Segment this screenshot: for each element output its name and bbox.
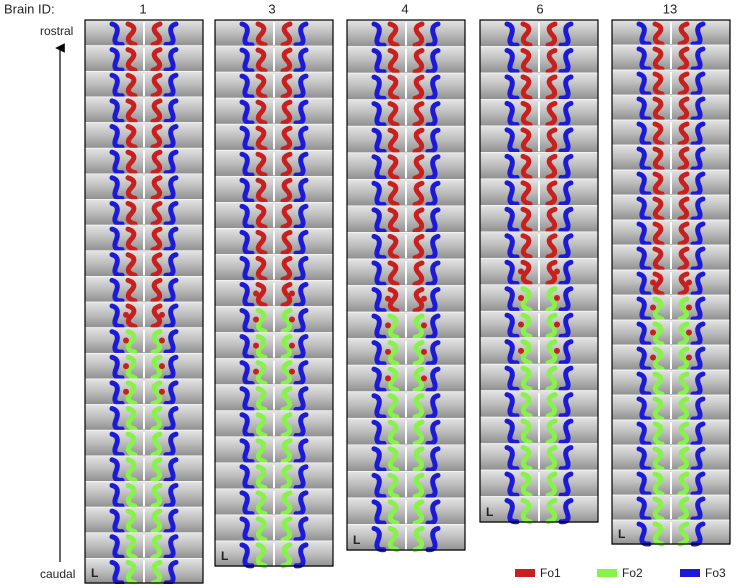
fold-mid xyxy=(421,349,427,355)
brain-id: 1 xyxy=(139,1,146,16)
slice-column xyxy=(347,20,465,551)
fold-mid xyxy=(554,321,560,327)
brain-id: 4 xyxy=(401,1,408,16)
fold-mid xyxy=(289,369,295,375)
slice-column xyxy=(215,20,333,567)
rostral-label: rostral xyxy=(40,24,73,38)
legend-swatch xyxy=(680,569,700,577)
fold-mid xyxy=(686,305,692,311)
fold-mid xyxy=(686,330,692,336)
slice-column xyxy=(612,20,730,545)
slice-column xyxy=(85,20,203,584)
caudal-label: caudal xyxy=(40,567,75,581)
fold-mid xyxy=(650,305,656,311)
fold-mid xyxy=(650,355,656,361)
fold-mid xyxy=(253,291,259,297)
fold-mid xyxy=(421,296,427,302)
fold-mid xyxy=(686,280,692,286)
fold-mid xyxy=(554,269,560,275)
fold-mid xyxy=(518,295,524,301)
fold-mid xyxy=(289,317,295,323)
legend-label: Fo3 xyxy=(705,566,726,580)
fold-mid xyxy=(289,291,295,297)
fold-mid xyxy=(253,317,259,323)
orientation-label: L xyxy=(486,505,493,519)
fold-mid xyxy=(253,343,259,349)
fold-mid xyxy=(123,389,129,395)
fold-mid xyxy=(518,348,524,354)
fold-mid xyxy=(650,330,656,336)
legend-swatch xyxy=(597,569,617,577)
fold-mid xyxy=(159,389,165,395)
fold-mid xyxy=(518,321,524,327)
fold-mid xyxy=(159,337,165,343)
fold-mid xyxy=(421,375,427,381)
fold-mid xyxy=(518,269,524,275)
orientation-label: L xyxy=(353,533,360,547)
fold-mid xyxy=(123,337,129,343)
fold-mid xyxy=(385,322,391,328)
legend-swatch xyxy=(515,569,535,577)
fold-mid xyxy=(554,348,560,354)
figure: Brain ID: rostral caudal 1 L 3 L 4 L 6 L 13 L Fo1 F… xyxy=(0,0,738,584)
fold-mid xyxy=(385,296,391,302)
fold-mid xyxy=(686,355,692,361)
fold-mid xyxy=(554,295,560,301)
legend-label: Fo2 xyxy=(622,566,643,580)
fold-mid xyxy=(650,280,656,286)
brain-id: 3 xyxy=(268,1,275,16)
fold-mid xyxy=(253,369,259,375)
orientation-label: L xyxy=(91,566,98,580)
fold-mid xyxy=(289,343,295,349)
brain-id-label: Brain ID: xyxy=(4,1,55,16)
brain-id: 13 xyxy=(663,1,677,16)
brain-id: 6 xyxy=(536,1,543,16)
fold-mid xyxy=(385,349,391,355)
fold-mid xyxy=(159,312,165,318)
legend-label: Fo1 xyxy=(540,566,561,580)
fold-mid xyxy=(159,363,165,369)
slice-column xyxy=(480,20,598,523)
fold-mid xyxy=(421,322,427,328)
fold-mid xyxy=(385,375,391,381)
orientation-label: L xyxy=(221,549,228,563)
fold-mid xyxy=(123,363,129,369)
fold-mid xyxy=(123,312,129,318)
orientation-label: L xyxy=(618,527,625,541)
